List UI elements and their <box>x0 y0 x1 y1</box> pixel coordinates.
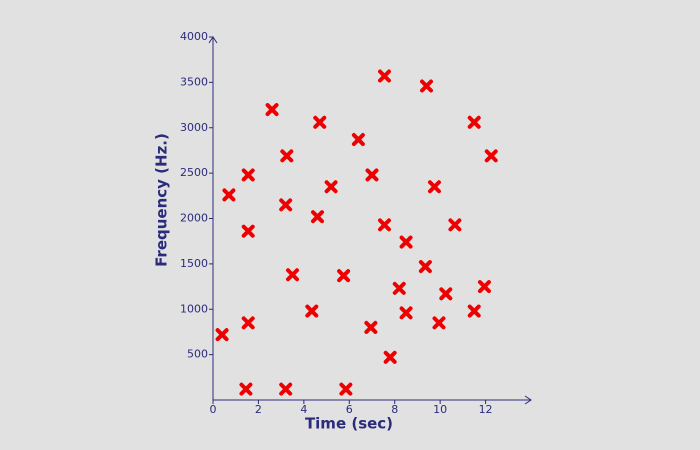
x-tick-label: 2 <box>255 403 262 416</box>
point <box>351 133 365 147</box>
point <box>418 260 432 274</box>
y-tick-label: 500 <box>187 348 208 361</box>
point <box>377 218 391 232</box>
y-tick-label: 1000 <box>180 302 208 315</box>
point <box>467 115 481 129</box>
x-tick-label: 10 <box>433 403 447 416</box>
point <box>241 316 255 330</box>
point <box>427 180 441 194</box>
point <box>467 304 481 318</box>
point <box>313 115 327 129</box>
x-axis-label: Time (sec) <box>305 415 393 433</box>
point <box>241 224 255 238</box>
point <box>399 306 413 320</box>
point <box>392 281 406 295</box>
point <box>377 69 391 83</box>
point <box>310 210 324 224</box>
point <box>339 382 353 396</box>
point <box>265 103 279 117</box>
point <box>305 304 319 318</box>
point <box>324 180 338 194</box>
point <box>383 350 397 364</box>
point <box>215 328 229 342</box>
point <box>365 168 379 182</box>
point <box>286 268 299 282</box>
point <box>279 382 293 396</box>
x-tick-label: 4 <box>300 403 307 416</box>
point <box>484 149 498 163</box>
point <box>337 269 351 283</box>
point <box>432 316 446 330</box>
point <box>280 149 294 163</box>
y-tick-label: 4000 <box>180 30 208 43</box>
x-tick-label: 6 <box>346 403 353 416</box>
y-tick-label: 3500 <box>180 75 208 88</box>
point <box>399 235 413 249</box>
point <box>448 218 462 232</box>
x-axis-arrow <box>524 395 532 405</box>
point <box>239 382 253 396</box>
point <box>279 198 293 212</box>
x-tick-label: 0 <box>210 403 217 416</box>
point <box>420 79 434 93</box>
y-tick-label: 1500 <box>180 257 208 270</box>
y-tick-label: 2500 <box>180 166 208 179</box>
x-tick-label: 8 <box>391 403 398 416</box>
x-tick-label: 12 <box>479 403 493 416</box>
point <box>439 287 453 301</box>
point <box>241 168 255 182</box>
y-tick-label: 2000 <box>180 212 208 225</box>
point <box>364 320 378 334</box>
y-tick-label: 3000 <box>180 121 208 134</box>
point <box>222 188 236 202</box>
point <box>477 280 491 294</box>
y-axis-label: Frequency (Hz.) <box>153 133 171 267</box>
